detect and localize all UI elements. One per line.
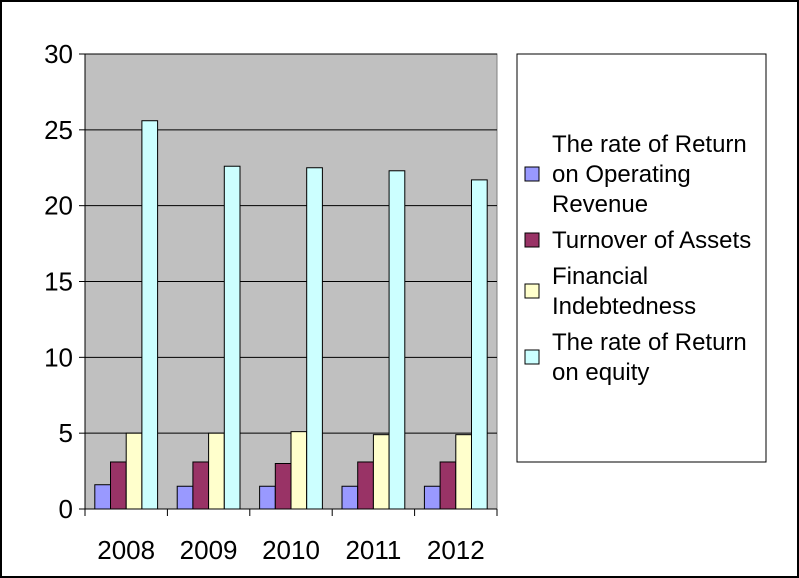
- legend-swatch: [524, 232, 540, 248]
- bar: [208, 432, 225, 510]
- bar: [192, 461, 210, 510]
- legend-swatch: [524, 283, 540, 299]
- legend-label: The rate of Return on Operating Revenue: [552, 131, 747, 218]
- legend-label-line: Financial: [552, 263, 648, 290]
- legend-box: [516, 53, 767, 463]
- x-tick-label: 2008: [97, 535, 155, 565]
- legend-label-line: Revenue: [552, 191, 648, 218]
- legend: The rate of Return on Operating Revenue Tur…: [516, 53, 767, 463]
- x-axis: 2008 2009 2010 2011 2012: [84, 508, 498, 565]
- x-tick-label: 2009: [180, 535, 238, 565]
- y-tick-label: 15: [44, 267, 73, 297]
- legend-swatch: [524, 349, 540, 365]
- x-tick-label: 2010: [262, 535, 320, 565]
- x-tick-label: 2012: [427, 535, 485, 565]
- bar: [94, 484, 112, 510]
- bar: [274, 463, 292, 510]
- x-tick-label: 2011: [345, 535, 401, 565]
- bar: [141, 120, 159, 510]
- legend-swatch: [524, 166, 540, 182]
- legend-label-line: The rate of Return: [552, 131, 747, 158]
- y-tick-label: 25: [44, 115, 73, 145]
- bar: [259, 485, 276, 510]
- legend-label-line: Indebtedness: [552, 293, 696, 320]
- y-tick-label: 10: [44, 342, 73, 372]
- y-tick-label: 30: [44, 39, 73, 69]
- y-tick-label: 5: [59, 418, 73, 448]
- legend-label: Turnover of Assets: [552, 227, 751, 254]
- bar: [372, 434, 390, 510]
- legend-label-line: on Operating: [552, 161, 691, 188]
- bar: [455, 434, 472, 510]
- bar: [110, 461, 127, 510]
- legend-label: The rate of Return on equity: [552, 329, 747, 386]
- bar: [439, 461, 457, 510]
- y-axis: 0 5 10 15 20 25 30: [44, 39, 86, 524]
- bar: [357, 461, 374, 510]
- bar: [125, 432, 143, 510]
- bar: [388, 170, 406, 510]
- bar: [341, 485, 359, 510]
- legend-label: Financial Indebtedness: [552, 263, 696, 320]
- bar: [290, 431, 308, 510]
- legend-label-line: The rate of Return: [552, 329, 747, 356]
- y-tick-label: 20: [44, 191, 73, 221]
- bar: [423, 485, 441, 510]
- legend-label-line: on equity: [552, 359, 649, 386]
- y-tick-label: 0: [59, 494, 73, 524]
- bar: [470, 179, 488, 510]
- bar: [306, 167, 323, 510]
- legend-label-line: Turnover of Assets: [552, 227, 751, 254]
- bar: [223, 165, 241, 510]
- bar: [176, 485, 194, 510]
